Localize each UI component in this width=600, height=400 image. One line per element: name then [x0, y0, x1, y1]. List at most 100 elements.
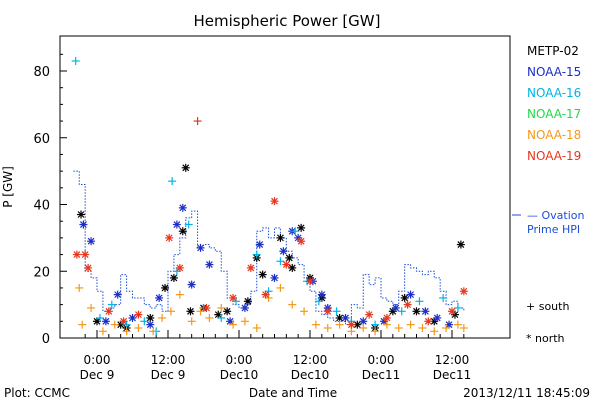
north-point — [169, 273, 178, 282]
north-point — [406, 290, 415, 299]
y-tick-label: 60 — [33, 132, 50, 147]
north-point — [261, 290, 270, 299]
south-point — [229, 320, 238, 329]
north-point — [202, 303, 211, 312]
north-point — [93, 317, 101, 326]
north-point — [297, 237, 306, 246]
south-point — [166, 307, 175, 316]
south-point — [359, 323, 368, 332]
north-point — [223, 307, 232, 316]
series-noaa-19 — [72, 117, 468, 329]
south-point — [276, 257, 285, 266]
legend: METP-02 NOAA-15 NOAA-16 NOAA-17 NOAA-18 NOAA-… — [512, 44, 581, 216]
north-point — [459, 287, 468, 296]
north-point — [412, 307, 421, 316]
south-point — [453, 320, 462, 329]
south-point — [107, 300, 116, 309]
south-point — [149, 327, 158, 336]
north-point — [172, 220, 181, 229]
north-point — [433, 313, 442, 322]
south-point — [394, 323, 403, 332]
south-point — [415, 297, 424, 306]
x-tick-time-label: 0:00 — [226, 353, 253, 367]
south-point — [196, 307, 205, 316]
south-point — [406, 320, 415, 329]
legend-north-marker: * north — [526, 332, 565, 345]
series-metp-02 — [77, 163, 465, 332]
footer-plot-credit: Plot: CCMC — [4, 386, 70, 400]
north-point — [81, 250, 90, 259]
y-tick-label: 20 — [33, 265, 50, 280]
north-point — [128, 313, 137, 322]
north-point — [72, 250, 81, 259]
legend-entry-noaa-15: NOAA-15 — [527, 65, 581, 79]
y-tick-label: 80 — [33, 65, 50, 80]
north-point — [119, 317, 128, 326]
south-point — [240, 317, 249, 326]
series-noaa-15 — [79, 203, 454, 329]
x-tick-time-label: 12:00 — [435, 353, 470, 367]
north-point — [104, 307, 113, 316]
north-point — [165, 233, 174, 242]
south-point — [205, 313, 214, 322]
north-point — [448, 307, 456, 316]
legend-entry-metp-02: METP-02 — [527, 44, 579, 58]
south-point — [71, 56, 80, 65]
north-point — [258, 270, 267, 279]
south-point — [158, 313, 167, 322]
footer-timestamp: 2013/12/11 18:45:09 — [463, 386, 590, 400]
north-point — [276, 233, 285, 242]
north-point — [323, 307, 332, 316]
south-point — [311, 320, 320, 329]
south-point — [252, 250, 261, 259]
x-tick-date-label: Dec10 — [291, 368, 330, 382]
south-point — [78, 320, 87, 329]
north-point — [365, 310, 374, 319]
south-point — [98, 327, 107, 336]
north-point — [279, 247, 288, 256]
south-point — [140, 317, 149, 326]
north-point — [353, 320, 362, 329]
north-point — [155, 293, 164, 302]
ovation-label-line1: — Ovation — [527, 209, 585, 222]
north-point — [196, 243, 205, 252]
legend-entry-noaa-16: NOAA-16 — [527, 86, 581, 100]
ovation-hpi-line — [73, 170, 465, 326]
north-point — [178, 203, 187, 212]
north-point — [77, 210, 86, 219]
legend-south-marker: + south — [526, 300, 569, 313]
north-point — [229, 293, 238, 302]
south-point — [430, 327, 439, 336]
north-point — [403, 300, 412, 309]
legend-entry-noaa-18: NOAA-18 — [527, 128, 581, 142]
plot-frame — [59, 35, 511, 339]
north-point — [382, 313, 391, 322]
south-point — [314, 297, 323, 306]
x-tick-time-label: 12:00 — [293, 353, 328, 367]
north-point — [84, 263, 93, 272]
x-tick-time-label: 0:00 — [84, 353, 111, 367]
north-point — [270, 273, 279, 282]
north-point — [205, 260, 214, 269]
north-point — [359, 317, 368, 326]
south-point — [122, 327, 131, 336]
north-point — [101, 317, 110, 326]
north-point — [391, 303, 400, 312]
north-point — [178, 227, 187, 236]
north-point — [243, 297, 252, 306]
north-point — [424, 317, 433, 326]
south-point — [75, 283, 84, 292]
north-point — [306, 277, 314, 286]
x-tick-time-label: 0:00 — [368, 353, 395, 367]
south-point — [323, 323, 332, 332]
south-point — [187, 317, 196, 326]
north-point — [87, 237, 96, 246]
x-tick-date-label: Dec11 — [362, 368, 401, 382]
north-point — [240, 303, 249, 312]
south-point — [95, 313, 104, 322]
north-point — [113, 290, 122, 299]
south-point — [453, 303, 462, 312]
x-tick-date-label: Dec 9 — [151, 368, 186, 382]
north-point — [255, 240, 264, 249]
